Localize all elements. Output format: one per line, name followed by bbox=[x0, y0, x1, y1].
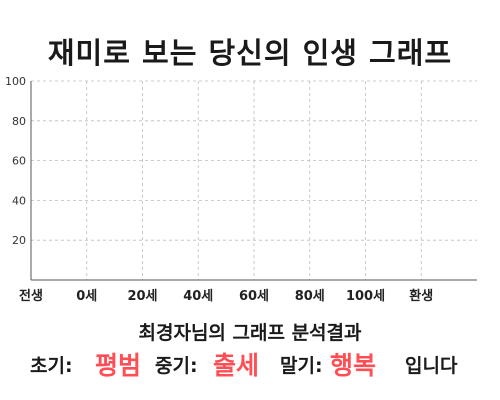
x-tick-labels: 전생 0세 20세 40세 60세 80세 100세 환생 bbox=[19, 288, 433, 304]
y-tick-label: 100 bbox=[5, 75, 26, 88]
y-tick-label: 20 bbox=[12, 234, 26, 247]
y-tick-labels: 20 40 60 80 100 bbox=[5, 75, 26, 247]
early-value: 평범 bbox=[95, 351, 142, 380]
x-tick-label: 40세 bbox=[183, 289, 213, 304]
analysis-heading: 최경자님의 그래프 분석결과 bbox=[138, 322, 362, 344]
late-value: 행복 bbox=[330, 351, 377, 380]
x-tick-label: 100세 bbox=[346, 289, 385, 304]
chart-axes bbox=[30, 81, 477, 281]
mid-value: 출세 bbox=[213, 351, 260, 380]
y-tick-label: 40 bbox=[12, 194, 26, 207]
mid-label: 중기: bbox=[155, 355, 198, 377]
early-label: 초기: bbox=[30, 355, 73, 377]
y-tick-label: 60 bbox=[12, 155, 26, 168]
x-tick-label: 20세 bbox=[127, 289, 157, 304]
late-label: 말기: bbox=[280, 355, 323, 377]
x-tick-label: 80세 bbox=[295, 289, 325, 304]
x-tick-label: 60세 bbox=[239, 289, 269, 304]
x-tick-label: 전생 bbox=[19, 288, 43, 304]
analysis-result: 초기: 평범 중기: 출세 말기: 행복 입니다 bbox=[0, 345, 500, 381]
ending-text: 입니다 bbox=[405, 355, 458, 377]
y-tick-label: 80 bbox=[12, 115, 26, 128]
x-tick-label: 0세 bbox=[76, 289, 97, 304]
x-tick-label: 환생 bbox=[409, 288, 433, 304]
plot-background bbox=[31, 81, 477, 280]
life-graph-chart: 20 40 60 80 100 전생 0세 20세 40세 60세 80세 100세 환생 bbox=[5, 75, 478, 304]
chart-grid bbox=[31, 80, 477, 280]
page-title: 재미로 보는 당신의 인생 그래프 bbox=[47, 36, 453, 70]
